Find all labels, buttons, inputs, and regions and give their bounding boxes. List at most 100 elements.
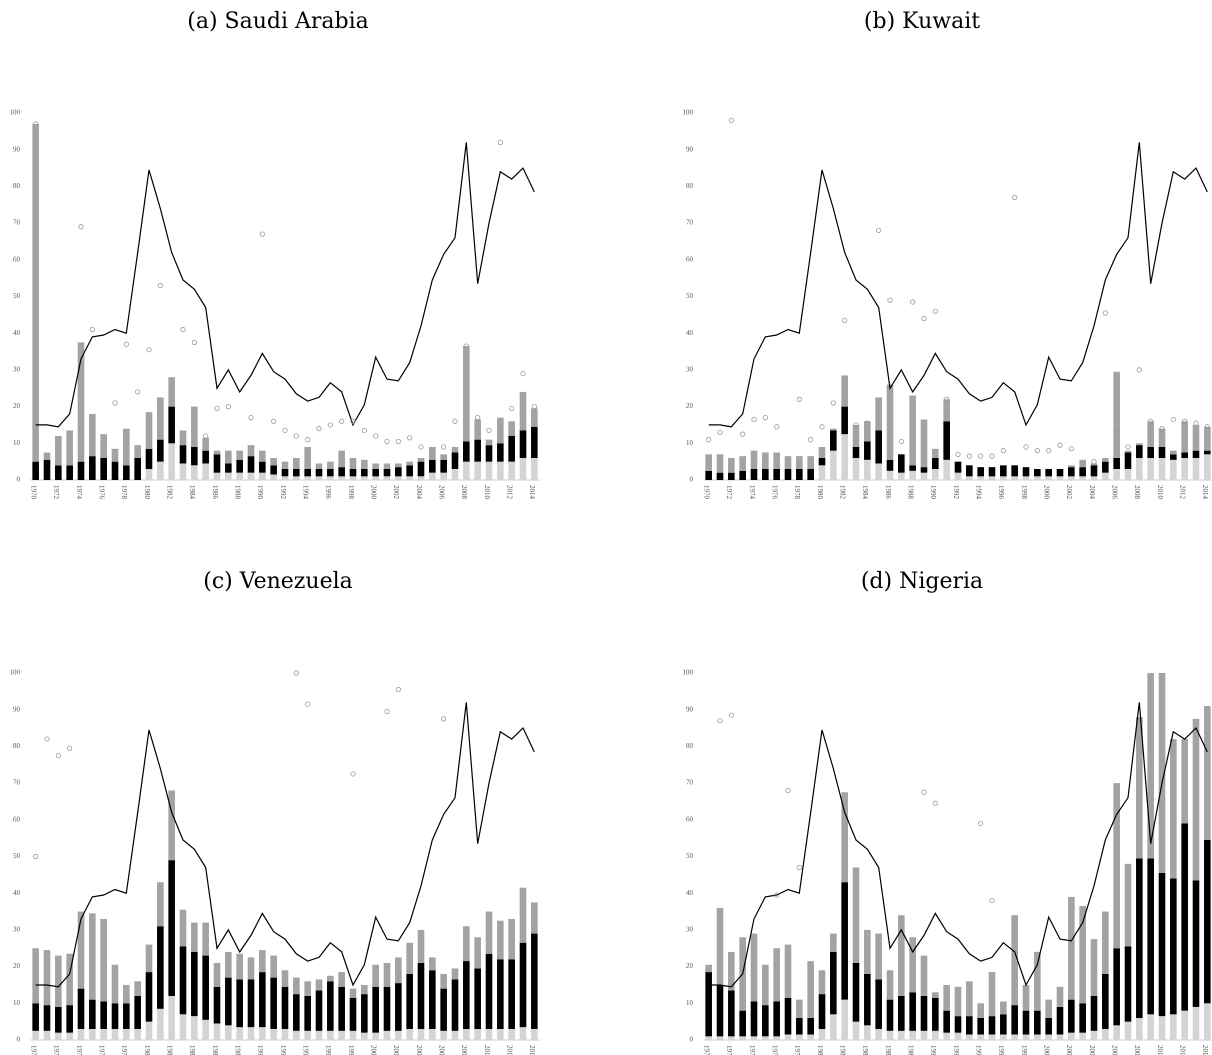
bar-segment bbox=[451, 468, 459, 480]
bar-segment bbox=[247, 1027, 255, 1040]
y-tick-label: 30 bbox=[13, 366, 21, 374]
scatter-point bbox=[762, 415, 768, 421]
scatter-point bbox=[853, 422, 859, 428]
x-tick-label: 2002 bbox=[1065, 1045, 1073, 1055]
x-tick-label: 1982 bbox=[839, 485, 847, 500]
x-tick-label: 2012 bbox=[506, 1045, 514, 1055]
bar-segment bbox=[145, 468, 153, 480]
bar-segment bbox=[716, 907, 724, 985]
x-tick-label: 1984 bbox=[188, 1045, 196, 1055]
bar-segment bbox=[168, 406, 175, 444]
bar-segment bbox=[361, 984, 368, 995]
bar-segment bbox=[519, 887, 527, 943]
bar-segment bbox=[32, 1030, 39, 1040]
bar-segment bbox=[519, 942, 527, 1028]
x-tick-label: 1994 bbox=[302, 1045, 310, 1055]
x-tick-label: 2000 bbox=[370, 485, 378, 500]
bar-segment bbox=[202, 463, 209, 480]
bar-segment bbox=[327, 461, 334, 469]
bar-segment bbox=[784, 468, 792, 480]
x-tick-label: 1992 bbox=[952, 1045, 960, 1055]
bar-segment bbox=[247, 445, 255, 457]
bar-segment bbox=[349, 476, 357, 480]
bar-segment bbox=[213, 450, 221, 455]
bar-segment bbox=[762, 964, 769, 1006]
bar-segment bbox=[864, 1025, 871, 1040]
bar-segment bbox=[474, 419, 481, 440]
bar-segment bbox=[705, 1036, 712, 1040]
bar-segment bbox=[134, 1028, 141, 1040]
bar-segment bbox=[988, 1034, 996, 1040]
bar-segment bbox=[440, 1030, 447, 1040]
bar-segment bbox=[293, 977, 300, 995]
bar-segment bbox=[327, 975, 334, 982]
bar-segment bbox=[463, 1028, 470, 1040]
bar-segment bbox=[1158, 428, 1166, 447]
bar-segment bbox=[1181, 823, 1188, 1011]
bar-segment bbox=[440, 454, 447, 460]
x-tick-label: 2006 bbox=[438, 1045, 446, 1055]
bar-segment bbox=[77, 342, 85, 462]
bar-segment bbox=[943, 1032, 950, 1040]
bar-segment bbox=[1079, 476, 1086, 480]
bar-segment bbox=[1192, 880, 1200, 1007]
bar-segment bbox=[157, 1008, 164, 1040]
x-tick-label: 1976 bbox=[98, 1045, 106, 1055]
scatter-point bbox=[486, 427, 492, 434]
bar-segment bbox=[818, 465, 826, 480]
bar-segment bbox=[361, 468, 368, 477]
scatter-point bbox=[876, 227, 882, 234]
bar-segment bbox=[202, 955, 209, 1020]
bar-segment bbox=[474, 1028, 481, 1040]
bar-segment bbox=[157, 439, 164, 462]
scatter-point bbox=[1193, 420, 1199, 426]
x-tick-label: 1974 bbox=[75, 1045, 83, 1055]
x-tick-label: 2012 bbox=[506, 485, 514, 500]
bar-segment bbox=[830, 951, 837, 1015]
scatter-point bbox=[452, 418, 458, 424]
x-tick-label: 1988 bbox=[907, 1045, 915, 1055]
x-tick-label: 1978 bbox=[120, 1045, 128, 1055]
bar-segment bbox=[1124, 450, 1132, 453]
bar-segment bbox=[383, 1030, 391, 1040]
bar-segment bbox=[1056, 986, 1064, 1007]
bar-segment bbox=[225, 472, 232, 480]
y-tick-label: 50 bbox=[13, 292, 21, 300]
x-tick-label: 2014 bbox=[1201, 1045, 1209, 1055]
price-line bbox=[708, 702, 1208, 988]
bar-segment bbox=[66, 430, 73, 466]
bar-segment bbox=[920, 419, 928, 468]
bar-segment bbox=[852, 962, 860, 1022]
scatter-point bbox=[921, 789, 927, 795]
bar-segment bbox=[1113, 457, 1120, 469]
scatter-point bbox=[1080, 460, 1086, 467]
bar-segment bbox=[898, 995, 905, 1031]
bar-segment bbox=[1022, 476, 1030, 480]
scatter-point bbox=[728, 117, 734, 123]
scatter-point bbox=[717, 429, 723, 435]
bar-segment bbox=[406, 461, 413, 466]
scatter-point bbox=[395, 686, 401, 693]
bar-segment bbox=[43, 459, 51, 480]
bar-segment bbox=[807, 1034, 814, 1040]
bar-segment bbox=[508, 461, 515, 480]
bar-segment bbox=[864, 929, 871, 974]
bar-segment bbox=[705, 454, 712, 471]
bar-segment bbox=[1090, 476, 1098, 480]
chart-title: (a) Saudi Arabia bbox=[187, 9, 369, 34]
chart-panel: (c) Venezuela 0 10 20 30 40 50 60 70 80 90 100 1970 1… bbox=[10, 569, 540, 1055]
bar-segment bbox=[1181, 421, 1188, 453]
bar-segment bbox=[304, 981, 311, 996]
bar-segment bbox=[111, 461, 119, 480]
bar-segment bbox=[474, 937, 481, 969]
x-tick-label: 1984 bbox=[188, 485, 196, 500]
scatter-point bbox=[989, 897, 995, 904]
bar-segment bbox=[236, 953, 243, 980]
y-tick-label: 90 bbox=[686, 145, 694, 153]
bar-segment bbox=[497, 959, 504, 1029]
y-tick-label: 80 bbox=[686, 742, 694, 750]
bar-segment bbox=[236, 459, 243, 473]
x-tick-label: 1982 bbox=[839, 1045, 847, 1055]
x-tick-label: 1978 bbox=[120, 485, 128, 500]
bar-segment bbox=[179, 463, 187, 480]
